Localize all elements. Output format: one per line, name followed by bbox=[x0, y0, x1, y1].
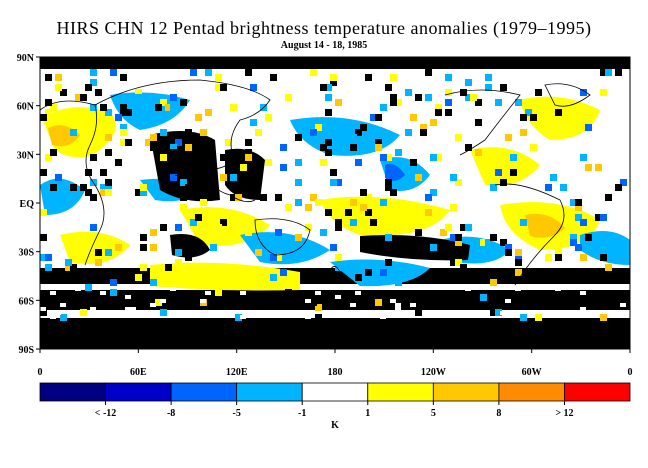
cold-anomaly-patch bbox=[110, 92, 190, 130]
colorbar-swatch bbox=[498, 382, 565, 402]
colorbar: < -12 -8 -5 -1 1 5 8 > 12 bbox=[39, 382, 631, 419]
colorbar-swatch bbox=[301, 382, 369, 402]
colorbar-swatch bbox=[105, 382, 172, 402]
colorbar-label: > 12 bbox=[555, 408, 573, 419]
colorbar-label: -5 bbox=[232, 408, 240, 419]
lon-label: 0 bbox=[38, 367, 43, 378]
lat-label: 90N bbox=[17, 53, 35, 64]
map-title: HIRS CHN 12 Pentad brightness temperatur… bbox=[56, 18, 592, 38]
colorbar-label: 1 bbox=[365, 408, 370, 419]
colorbar-swatch bbox=[39, 382, 106, 402]
colorbar-label: -8 bbox=[167, 408, 175, 419]
colorbar-swatch bbox=[367, 382, 434, 402]
lon-label: 0 bbox=[628, 367, 633, 378]
coastlines bbox=[40, 79, 591, 286]
colorbar-swatch bbox=[170, 382, 238, 402]
colorbar-label: -1 bbox=[298, 408, 306, 419]
missing-data-region bbox=[150, 131, 220, 202]
lon-label: 60W bbox=[522, 367, 542, 378]
colorbar-unit: K bbox=[331, 420, 339, 431]
colorbar-label: < -12 bbox=[95, 408, 117, 419]
lat-label: 30N bbox=[17, 150, 35, 161]
colorbar-label: 8 bbox=[496, 408, 501, 419]
colorbar-swatch bbox=[432, 382, 500, 402]
lon-label: 120W bbox=[421, 367, 446, 378]
lon-label: 180 bbox=[328, 367, 343, 378]
anomaly-map bbox=[40, 57, 630, 349]
lon-label: 60E bbox=[130, 367, 147, 378]
latitude-labels: 90N 60N 30N EQ 30S 60S 90S bbox=[17, 53, 40, 356]
colorbar-label: 5 bbox=[431, 408, 436, 419]
map-subtitle: August 14 - 18, 1985 bbox=[280, 40, 368, 51]
antarctica-missing-band bbox=[40, 318, 630, 349]
lat-label: 90S bbox=[18, 345, 34, 356]
lat-label: 60S bbox=[18, 296, 34, 307]
colorbar-swatch bbox=[236, 382, 303, 402]
lon-label: 120E bbox=[226, 367, 248, 378]
longitude-labels: 0 60E 120E 180 120W 60W 0 bbox=[38, 349, 633, 378]
lat-label: 60N bbox=[17, 102, 35, 113]
arctic-missing-band bbox=[40, 57, 630, 69]
lat-label: 30S bbox=[18, 248, 34, 259]
colorbar-swatch bbox=[564, 382, 631, 402]
lat-label: EQ bbox=[20, 199, 35, 210]
